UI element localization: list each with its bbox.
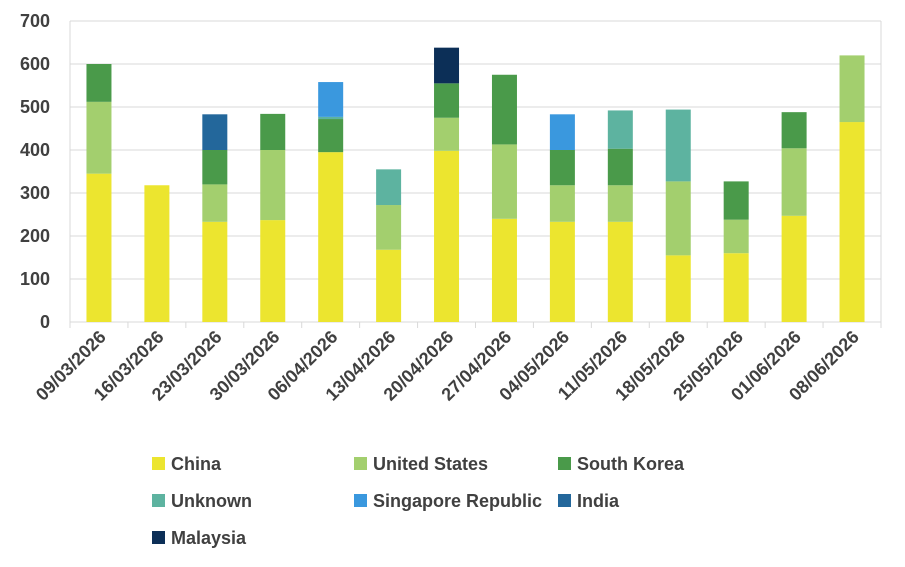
bar-segment-india xyxy=(202,114,228,150)
bar-segment-united-states xyxy=(723,219,749,254)
legend-label: Malaysia xyxy=(171,528,247,548)
axes xyxy=(69,21,882,328)
legend-label: Unknown xyxy=(171,491,252,511)
bar-segment-south-korea xyxy=(491,74,517,145)
bar-segment-china xyxy=(839,122,865,322)
bar-segment-united-states xyxy=(781,148,807,216)
y-tick-label: 300 xyxy=(20,183,50,203)
legend-label: China xyxy=(171,454,222,474)
bar-segment-china xyxy=(607,221,633,322)
legend-item: Malaysia xyxy=(152,528,247,548)
bar-segment-south-korea xyxy=(86,64,112,102)
bar-segment-south-korea xyxy=(781,112,807,149)
bar-segment-malaysia xyxy=(434,47,460,84)
bar-segment-south-korea xyxy=(260,113,286,150)
bar-segment-united-states xyxy=(839,55,865,123)
bar-segment-united-states xyxy=(260,150,286,221)
bar-segment-united-states xyxy=(376,205,402,250)
bar-segment-china xyxy=(376,249,402,322)
legend-item: China xyxy=(152,454,222,474)
legend-item: United States xyxy=(354,454,488,474)
bars xyxy=(86,47,865,322)
bar-segment-singapore-republic xyxy=(318,82,344,117)
bar-segment-united-states xyxy=(665,181,691,256)
gridlines xyxy=(70,20,882,322)
legend-item: South Korea xyxy=(558,454,685,474)
legend-item: India xyxy=(558,491,620,511)
bar-segment-united-states xyxy=(607,185,633,222)
y-tick-label: 500 xyxy=(20,97,50,117)
bar-segment-unknown xyxy=(318,116,344,120)
bar-segment-united-states xyxy=(491,144,517,219)
y-tick-label: 400 xyxy=(20,140,50,160)
legend-label: United States xyxy=(373,454,488,474)
bar-segment-china xyxy=(260,220,286,322)
y-tick-label: 0 xyxy=(40,312,50,332)
bar-segment-unknown xyxy=(665,109,691,182)
bar-segment-united-states xyxy=(549,185,575,222)
x-tick-labels: 09/03/202616/03/202623/03/202630/03/2026… xyxy=(32,327,863,405)
legend-swatch xyxy=(152,494,165,507)
legend: China United States South Korea Unknown Sing… xyxy=(152,454,685,548)
bar-segment-china xyxy=(202,221,228,322)
bar-segment-china xyxy=(665,255,691,322)
bar-segment-china xyxy=(318,152,344,322)
legend-swatch xyxy=(152,531,165,544)
bar-segment-south-korea xyxy=(607,148,633,186)
bar-segment-china xyxy=(491,218,517,322)
bar-segment-singapore-republic xyxy=(549,114,575,150)
legend-item: Singapore Republic xyxy=(354,491,542,511)
y-tick-label: 100 xyxy=(20,269,50,289)
y-tick-label: 600 xyxy=(20,54,50,74)
legend-swatch xyxy=(152,457,165,470)
bar-segment-unknown xyxy=(376,169,402,206)
bar-segment-china xyxy=(723,253,749,322)
legend-label: Singapore Republic xyxy=(373,491,542,511)
legend-swatch xyxy=(558,494,571,507)
bar-segment-south-korea xyxy=(723,181,749,220)
y-tick-label: 200 xyxy=(20,226,50,246)
bar-segment-south-korea xyxy=(434,83,460,118)
y-tick-label: 700 xyxy=(20,11,50,31)
bar-segment-china xyxy=(549,221,575,322)
bar-segment-south-korea xyxy=(202,150,228,185)
bar-segment-china xyxy=(434,150,460,322)
bar-segment-unknown xyxy=(607,110,633,149)
legend-swatch xyxy=(558,457,571,470)
legend-item: Unknown xyxy=(152,491,252,511)
legend-label: India xyxy=(577,491,620,511)
bar-segment-china xyxy=(144,185,170,322)
bar-segment-china xyxy=(86,173,112,322)
bar-segment-china xyxy=(781,215,807,322)
legend-swatch xyxy=(354,457,367,470)
bar-segment-united-states xyxy=(202,184,228,222)
bar-segment-united-states xyxy=(434,117,460,151)
bar-segment-south-korea xyxy=(549,150,575,186)
bar-segment-south-korea xyxy=(318,119,344,153)
legend-swatch xyxy=(354,494,367,507)
bar-segment-united-states xyxy=(86,101,112,174)
legend-label: South Korea xyxy=(577,454,685,474)
y-tick-labels: 0 100 200 300 400 500 600 700 xyxy=(20,11,50,332)
